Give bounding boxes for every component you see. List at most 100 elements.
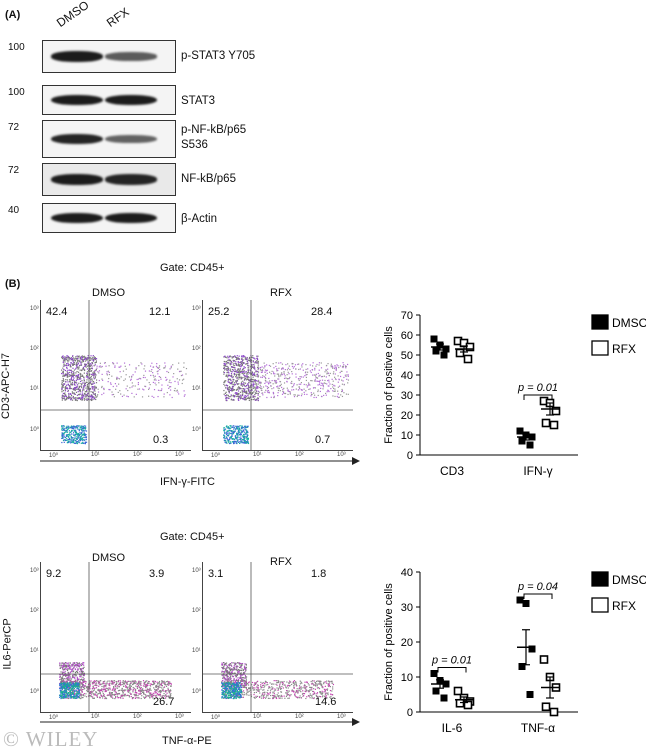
data-point-dmso — [522, 600, 530, 607]
data-point-dmso — [516, 596, 524, 604]
data-point-rfx — [463, 354, 473, 364]
x-tick-label: 10² — [133, 452, 142, 458]
y-tick-label: 70 — [401, 310, 413, 322]
legend-label: DMSO — [612, 316, 646, 330]
flow-bottom-xlabel: TNF-α-PE — [162, 735, 212, 747]
mw-marker: 72 — [8, 122, 20, 133]
mw-marker: 100 — [8, 87, 25, 98]
flow-plot-bottom-rfx: 3.1 1.8 14.6 10⁰ 10⁰ 10¹ 10¹ 10² 10² 10³ 10³ — [192, 562, 353, 721]
legend-label: RFX — [612, 342, 636, 356]
flow-top-x-arrow — [40, 457, 360, 465]
x-tick-label: 10¹ — [91, 452, 100, 458]
quadrant-ur: 12.1 — [149, 306, 171, 318]
data-point-rfx — [463, 700, 473, 710]
blot-label: β-Actin — [181, 213, 218, 225]
x-tick-label: 10³ — [337, 714, 346, 720]
significance-bracket — [523, 593, 553, 599]
blot-label: STAT3 — [181, 95, 216, 107]
y-tick-label: 10² — [30, 346, 39, 352]
blot-frame — [42, 163, 176, 196]
quadrant-ul: 9.2 — [46, 568, 62, 580]
y-tick-label: 10⁰ — [192, 689, 202, 695]
flow-plot-top-rfx: 25.2 28.4 0.7 10⁰ 10⁰ 10¹ 10¹ 10² 10² 10³ 10³ — [192, 300, 353, 459]
blot-label: NF-kB/p65 — [181, 173, 236, 185]
y-tick-label: 40 — [401, 370, 413, 382]
quadrant-lr: 26.7 — [153, 696, 175, 708]
flow-plot-bottom-dmso: 9.2 3.9 26.7 10⁰ 10⁰ 10¹ 10¹ 10² 10² 10³ 10³ — [30, 562, 191, 721]
blot-label-line2: S536 — [181, 139, 208, 151]
y-tick-label: 30 — [401, 390, 413, 402]
data-point-dmso — [430, 335, 438, 343]
blot-band-rfx — [105, 52, 157, 61]
flow-bottom-x-arrow — [40, 718, 360, 726]
quadrant-lr: 0.3 — [153, 434, 169, 446]
x-tick-label: 10² — [295, 714, 304, 720]
y-tick-label: 10² — [30, 608, 39, 614]
data-point-dmso — [430, 670, 438, 677]
panel-b-label: (B) — [5, 278, 21, 290]
y-tick-label: 10³ — [192, 568, 201, 574]
legend-swatch-rfx — [591, 597, 609, 613]
y-tick-label: 10 — [401, 672, 413, 684]
data-point-dmso — [432, 347, 440, 355]
quadrant-ur: 28.4 — [311, 306, 333, 318]
gate-top: Gate: CD45+ — [160, 262, 225, 274]
flow-dots — [203, 562, 353, 712]
data-point-dmso — [526, 441, 534, 449]
y-tick-label: 40 — [401, 567, 413, 579]
data-point-dmso — [518, 437, 526, 445]
data-point-dmso — [442, 345, 450, 353]
data-point-dmso — [432, 687, 440, 695]
panel-a-label: (A) — [5, 9, 21, 21]
quadrant-ul: 3.1 — [208, 568, 224, 580]
quadrant-ul: 25.2 — [208, 306, 230, 318]
data-point-dmso — [440, 351, 448, 359]
legend-swatch-dmso — [591, 571, 609, 587]
y-tick-label: 20 — [401, 410, 413, 422]
blot-frame — [42, 85, 176, 115]
blot-frame — [42, 40, 176, 73]
flow-top-xlabel: IFN-γ-FITC — [160, 476, 215, 488]
y-tick-label: 10¹ — [30, 648, 39, 654]
data-point-rfx — [549, 707, 559, 717]
y-tick-label: 10² — [192, 346, 201, 352]
mw-marker: 40 — [8, 205, 20, 216]
data-point-rfx — [465, 342, 475, 352]
y-axis-label: Fraction of positive cells — [383, 326, 395, 444]
blot-band-rfx — [105, 212, 157, 224]
flow-bottom-dmso-title: DMSO — [92, 552, 125, 564]
scatter-plot-bottom: 0 10 20 30 40 Fraction of positive cells IL-6 T… — [383, 567, 646, 735]
y-tick-label: 10⁰ — [30, 427, 40, 433]
x-tick-label: 10³ — [337, 452, 346, 458]
y-tick-label: 10⁰ — [192, 427, 202, 433]
flow-dots — [41, 300, 191, 450]
data-point-dmso — [526, 691, 534, 698]
x-tick-label: 10⁰ — [211, 715, 221, 721]
mw-marker: 100 — [8, 42, 25, 53]
y-axis-label: Fraction of positive cells — [383, 583, 395, 701]
legend-label: DMSO — [612, 573, 646, 587]
legend-label: RFX — [612, 599, 636, 613]
blot-band-rfx — [105, 135, 157, 143]
blot-band-dmso — [51, 212, 103, 224]
blot-band-dmso — [51, 133, 103, 145]
y-tick-label: 30 — [401, 602, 413, 614]
p-value-label: p = 0.01 — [517, 382, 558, 394]
x-tick-label: 10¹ — [253, 452, 262, 458]
data-point-rfx — [455, 698, 465, 708]
blot-frame — [42, 203, 176, 233]
scatter-plot-top: 0 10 20 30 40 50 60 70 Fraction of positive cell… — [383, 310, 646, 478]
y-tick-label: 0 — [407, 707, 413, 719]
gate-bottom: Gate: CD45+ — [160, 531, 225, 543]
category-label: TNF-α — [521, 721, 555, 735]
blot-band-dmso — [51, 174, 103, 185]
data-point-rfx — [541, 702, 551, 712]
data-point-dmso — [518, 663, 526, 670]
flow-top-rfx-title: RFX — [270, 287, 292, 299]
data-point-dmso — [516, 427, 524, 435]
x-tick-label: 10⁰ — [49, 715, 59, 721]
flow-bottom-ylabel: IL6-PerCP — [1, 618, 14, 670]
flow-bottom-rfx-title: RFX — [270, 556, 292, 568]
p-value-label: p = 0.01 — [431, 655, 472, 667]
blot-band-rfx — [105, 94, 157, 106]
